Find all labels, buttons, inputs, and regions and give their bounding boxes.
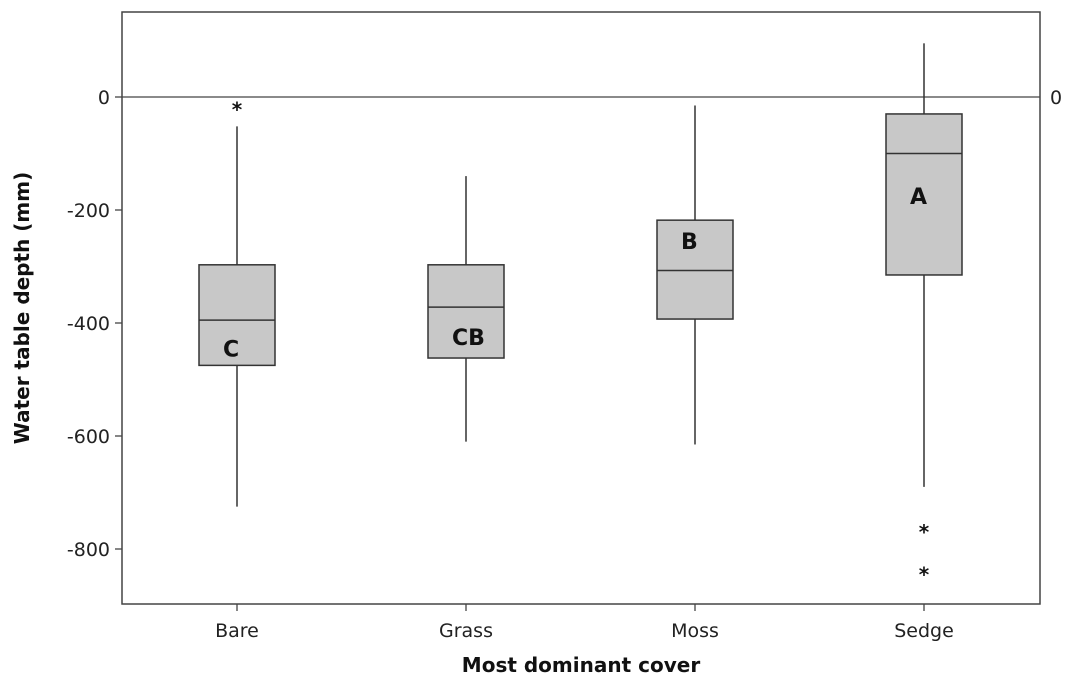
y-tick-label: 0 [98,87,110,109]
plot-frame [121,11,1041,605]
y-axis: 0 -200 -400 -600 -800 [67,87,122,561]
y-axis-title: Water table depth (mm) [10,172,34,444]
group-letter-sedge: A [910,185,927,210]
group-letter-grass: CB [452,326,485,351]
box-bare: *C [198,97,276,507]
reference-line-group: 0 [122,87,1062,109]
outlier-marker: * [232,97,243,121]
x-tick-label-sedge: Sedge [894,620,954,642]
x-axis-title: Most dominant cover [462,653,701,677]
outlier-marker: * [919,562,930,586]
y-tick-label: -600 [67,426,110,448]
group-letter-moss: B [681,230,698,255]
x-tick-label-moss: Moss [671,620,719,642]
interquartile-box [198,264,276,367]
box-moss: B [656,105,734,445]
y-tick-label: -800 [67,539,110,561]
reference-line-label: 0 [1050,87,1062,109]
box-grass: CB [427,176,505,442]
group-letter-bare: C [223,337,239,362]
y-tick-label: -200 [67,200,110,222]
box-sedge: * * A [885,43,963,586]
interquartile-box [656,219,734,320]
box-series: *C CBB**A [198,43,963,586]
interquartile-box [885,113,963,276]
x-axis: Bare Grass Moss Sedge [215,604,954,642]
y-tick-label: -400 [67,313,110,335]
interquartile-box [427,264,505,359]
x-tick-label-bare: Bare [215,620,259,642]
outlier-marker: * [919,520,930,544]
x-tick-label-grass: Grass [439,620,493,642]
